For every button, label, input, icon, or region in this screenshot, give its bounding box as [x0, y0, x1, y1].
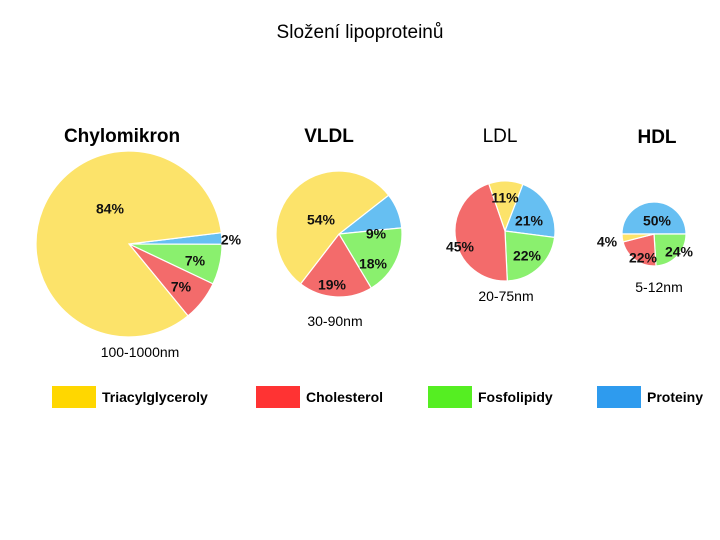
pie-vldl: 54% 19% 18% 9% VLDL 30-90nm [275, 126, 403, 329]
slice-label: 84% [96, 201, 125, 217]
pie-slice-cholesterol [454, 182, 508, 282]
slice-label: 45% [446, 239, 475, 255]
pie-slice-cholesterol [622, 233, 657, 267]
size-label: 30-90nm [307, 313, 362, 329]
pie-title: Chylomikron [64, 126, 180, 147]
legend-swatch [428, 386, 472, 408]
legend-item-fosfolipidy: Fosfolipidy [428, 384, 553, 410]
slice-label: 21% [515, 213, 544, 229]
pie-slice-proteiny [621, 201, 687, 235]
pie-slice-fosfolipidy [504, 230, 556, 282]
legend-swatch [597, 386, 641, 408]
pie-title: HDL [637, 127, 676, 148]
pie-title: LDL [483, 126, 518, 147]
size-label: 100-1000nm [101, 344, 180, 360]
pie-slice-triacylglyceroly [35, 150, 222, 338]
slice-label: 7% [171, 279, 192, 295]
legend-label: Cholesterol [306, 389, 384, 405]
slice-label: 4% [597, 234, 618, 250]
slice-label: 7% [185, 253, 206, 269]
pie-ldl: 11% 45% 22% 21% LDL 20-75nm [446, 126, 556, 304]
pie-chylomikron: 84% 7% 7% 2% Chylomikron 100-1000nm [35, 126, 242, 360]
slice-label: 2% [221, 232, 242, 248]
size-label: 20-75nm [478, 288, 533, 304]
slice-label: 22% [513, 248, 542, 264]
legend-label: Proteiny [647, 389, 704, 405]
pie-slice-proteiny [504, 183, 556, 239]
pie-slice-triacylglyceroly [275, 170, 390, 285]
slice-label: 18% [359, 256, 388, 272]
legend-item-cholesterol: Cholesterol [256, 384, 383, 410]
pie-slice-triacylglyceroly [621, 233, 655, 243]
legend-label: Triacylglyceroly [102, 389, 208, 405]
slice-label: 24% [665, 244, 694, 260]
pie-slice-fosfolipidy [653, 233, 687, 267]
slice-label: 11% [491, 190, 519, 206]
slice-label: 50% [643, 213, 672, 229]
legend-swatch [256, 386, 300, 408]
slice-label: 22% [629, 250, 658, 266]
slice-label: 19% [318, 277, 347, 293]
size-label: 5-12nm [635, 279, 682, 295]
pie-slice-cholesterol [299, 232, 373, 298]
pie-title: VLDL [304, 126, 354, 147]
legend-item-triacylglyceroly: Triacylglyceroly [52, 384, 208, 410]
slice-label: 54% [307, 212, 336, 228]
legend-item-proteiny: Proteiny [597, 384, 703, 410]
legend-label: Fosfolipidy [478, 389, 553, 405]
page-title: Složení lipoproteinů [276, 22, 444, 43]
pie-hdl: 4% 22% 24% 50% HDL 5-12nm [597, 127, 694, 295]
slice-label: 9% [366, 226, 387, 242]
pie-slice-fosfolipidy [338, 227, 403, 289]
legend-swatch [52, 386, 96, 408]
